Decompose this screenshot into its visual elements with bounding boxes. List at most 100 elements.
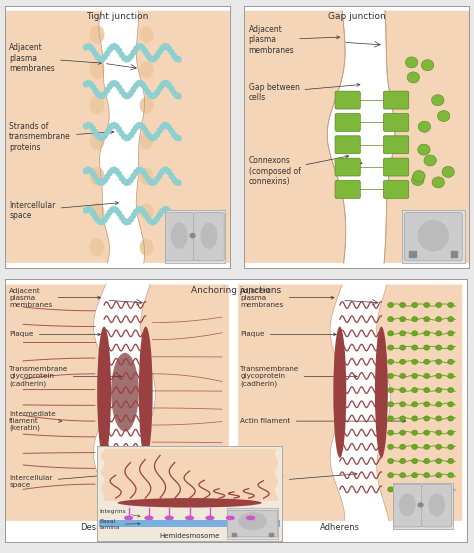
- Circle shape: [108, 84, 112, 89]
- Circle shape: [176, 93, 181, 99]
- Ellipse shape: [448, 359, 454, 364]
- Circle shape: [108, 170, 112, 176]
- Circle shape: [131, 174, 136, 179]
- Circle shape: [91, 84, 95, 90]
- Ellipse shape: [411, 388, 418, 393]
- Circle shape: [110, 44, 114, 50]
- Circle shape: [124, 220, 128, 225]
- Text: Adjacent
plasma
membranes: Adjacent plasma membranes: [9, 288, 100, 307]
- Circle shape: [160, 169, 164, 175]
- Ellipse shape: [448, 373, 454, 379]
- Circle shape: [93, 214, 98, 219]
- Circle shape: [143, 86, 147, 91]
- Ellipse shape: [400, 458, 406, 463]
- Circle shape: [134, 125, 138, 131]
- Circle shape: [148, 134, 153, 140]
- Circle shape: [100, 220, 105, 225]
- Circle shape: [119, 88, 124, 94]
- Circle shape: [98, 135, 102, 140]
- Circle shape: [86, 206, 91, 212]
- Ellipse shape: [140, 27, 153, 43]
- Ellipse shape: [436, 331, 442, 336]
- Circle shape: [88, 207, 93, 213]
- Circle shape: [169, 212, 174, 218]
- Circle shape: [174, 56, 179, 61]
- Circle shape: [164, 207, 169, 212]
- Ellipse shape: [388, 345, 393, 350]
- Circle shape: [150, 180, 155, 185]
- Circle shape: [138, 44, 143, 49]
- Ellipse shape: [448, 388, 454, 393]
- Circle shape: [155, 216, 160, 221]
- Ellipse shape: [448, 444, 454, 450]
- Circle shape: [88, 81, 93, 87]
- FancyBboxPatch shape: [383, 136, 409, 154]
- Ellipse shape: [448, 473, 454, 478]
- Circle shape: [117, 127, 121, 132]
- Ellipse shape: [140, 133, 153, 149]
- Circle shape: [105, 213, 109, 219]
- Circle shape: [131, 50, 136, 55]
- Circle shape: [153, 179, 157, 185]
- Ellipse shape: [140, 62, 153, 78]
- Circle shape: [108, 210, 112, 215]
- Circle shape: [122, 55, 126, 60]
- FancyBboxPatch shape: [335, 180, 360, 199]
- Ellipse shape: [424, 416, 430, 421]
- Ellipse shape: [448, 487, 454, 492]
- Ellipse shape: [424, 155, 437, 166]
- Circle shape: [100, 93, 105, 98]
- Ellipse shape: [436, 401, 442, 407]
- Ellipse shape: [411, 175, 424, 185]
- Circle shape: [162, 207, 167, 212]
- Polygon shape: [238, 285, 345, 521]
- Circle shape: [160, 82, 164, 88]
- Circle shape: [131, 87, 136, 92]
- Circle shape: [138, 81, 143, 86]
- Ellipse shape: [139, 326, 153, 458]
- Circle shape: [136, 168, 140, 173]
- Circle shape: [141, 124, 145, 129]
- Text: Anchoring junctions: Anchoring junctions: [191, 286, 281, 295]
- Circle shape: [153, 56, 157, 61]
- Text: Intercellular
space: Intercellular space: [240, 473, 357, 488]
- Ellipse shape: [448, 331, 454, 336]
- Circle shape: [169, 50, 174, 55]
- Circle shape: [141, 82, 145, 87]
- Circle shape: [141, 169, 145, 174]
- Ellipse shape: [388, 430, 393, 435]
- Circle shape: [169, 173, 174, 179]
- Text: Transmembrane
glycoprotein
(cadherin): Transmembrane glycoprotein (cadherin): [240, 366, 357, 387]
- Circle shape: [119, 131, 124, 136]
- Circle shape: [115, 208, 119, 213]
- Ellipse shape: [432, 177, 445, 188]
- Circle shape: [122, 92, 126, 97]
- Circle shape: [115, 169, 119, 174]
- Ellipse shape: [421, 60, 434, 71]
- Ellipse shape: [436, 416, 442, 421]
- Circle shape: [95, 55, 100, 60]
- Ellipse shape: [436, 444, 442, 450]
- Circle shape: [93, 51, 98, 56]
- Text: Adjacent
plasma
membranes: Adjacent plasma membranes: [9, 43, 101, 73]
- Ellipse shape: [388, 331, 393, 336]
- Circle shape: [141, 208, 145, 213]
- Circle shape: [95, 91, 100, 97]
- Ellipse shape: [436, 430, 442, 435]
- Circle shape: [153, 218, 157, 224]
- Circle shape: [98, 180, 102, 185]
- Circle shape: [164, 123, 169, 128]
- Circle shape: [119, 52, 124, 57]
- Circle shape: [129, 216, 133, 222]
- Text: Adjacent
plasma
membranes: Adjacent plasma membranes: [240, 288, 334, 307]
- Ellipse shape: [388, 316, 393, 322]
- Circle shape: [110, 168, 114, 173]
- Ellipse shape: [388, 373, 393, 379]
- FancyBboxPatch shape: [335, 136, 360, 154]
- Circle shape: [176, 220, 181, 225]
- Circle shape: [157, 86, 162, 91]
- Ellipse shape: [407, 72, 419, 83]
- Ellipse shape: [418, 121, 430, 132]
- Ellipse shape: [388, 473, 393, 478]
- Text: Plaque: Plaque: [9, 331, 100, 337]
